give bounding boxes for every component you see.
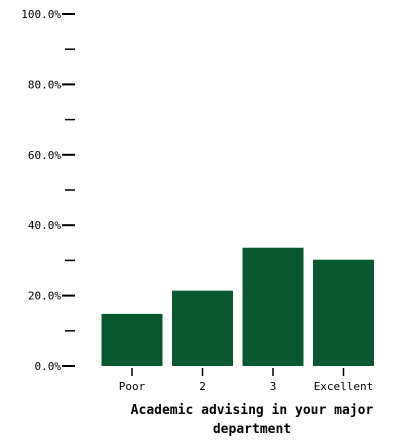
bar-3 — [242, 247, 304, 366]
y-tick-label: 60.0% — [28, 149, 61, 162]
y-tick-label: 20.0% — [28, 290, 61, 303]
x-axis-title-line-2: department — [213, 422, 291, 437]
bar-2 — [172, 290, 233, 366]
x-axis-title-group: Academic advising in your major departmen… — [131, 403, 374, 437]
y-tick-label: 0.0% — [35, 360, 62, 373]
x-tick-label: 3 — [270, 380, 277, 393]
bar-excellent — [313, 259, 374, 366]
y-tick-label: 80.0% — [28, 78, 61, 91]
y-axis: 0.0% 20.0% 40.0% 60.0% 80.0% 100.0% — [21, 8, 75, 373]
x-tick-label: Excellent — [314, 380, 374, 393]
y-tick-label: 100.0% — [21, 8, 61, 21]
x-axis-title-line-1: Academic advising in your major — [131, 403, 374, 418]
x-axis-title: Academic advising in your major departmen… — [131, 403, 374, 437]
bars-group — [101, 247, 374, 366]
bar-poor — [101, 313, 163, 366]
y-tick-label: 40.0% — [28, 219, 61, 232]
x-tick-label: 2 — [199, 380, 206, 393]
x-tick-label: Poor — [119, 380, 146, 393]
x-axis: Poor 2 3 Excellent — [119, 368, 374, 393]
